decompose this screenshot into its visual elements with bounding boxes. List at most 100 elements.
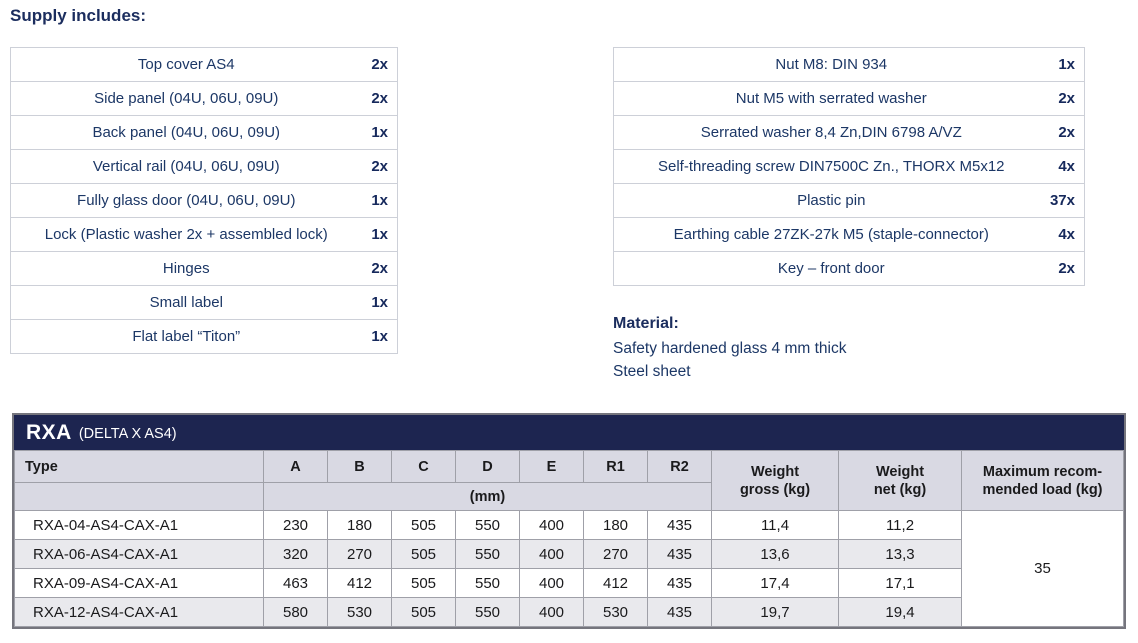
rxa-data-row: RXA-04-AS4-CAX-A1 230 180 505 550 400 180 435 11… xyxy=(14,510,1124,627)
supply-item-qty: 4x xyxy=(1042,217,1085,252)
rxa-table-container: RXA (DELTA X AS4) Type A B C D E R1 R2 W… xyxy=(12,413,1126,629)
supply-item-name: Fully glass door (04U, 06U, 09U) xyxy=(10,183,356,218)
supply-item-qty: 1x xyxy=(355,217,398,252)
supply-row: Self-threading screw DIN7500C Zn., THORX… xyxy=(613,149,1085,184)
cell-dim-c: 505 xyxy=(391,568,456,598)
rxa-data-row: RXA-06-AS4-CAX-A1 320 270 505 550 400 270 435 13… xyxy=(14,539,1124,569)
supply-item-name: Plastic pin xyxy=(613,183,1043,218)
supply-item-qty: 2x xyxy=(1042,115,1085,150)
cell-dim-r1: 412 xyxy=(583,568,648,598)
cell-weight-net: 11,2 xyxy=(838,510,962,540)
rxa-data-row: RXA-09-AS4-CAX-A1 463 412 505 550 400 412 435 17… xyxy=(14,568,1124,598)
cell-dim-a: 230 xyxy=(263,510,328,540)
page-title: Supply includes: xyxy=(10,6,147,25)
supply-item-name: Nut M8: DIN 934 xyxy=(613,47,1043,82)
supply-item-qty: 2x xyxy=(355,149,398,184)
supply-item-qty: 1x xyxy=(1042,47,1085,82)
supply-item-name: Side panel (04U, 06U, 09U) xyxy=(10,81,356,116)
supply-table-left: Top cover AS4 2x Side panel (04U, 06U, 09U… xyxy=(10,47,398,354)
supply-row: Key – front door 2x xyxy=(613,251,1085,286)
cell-dim-d: 550 xyxy=(455,597,520,627)
cell-dim-b: 412 xyxy=(327,568,392,598)
cell-dim-r1: 270 xyxy=(583,539,648,569)
supply-item-qty: 2x xyxy=(355,251,398,286)
supply-row: Fully glass door (04U, 06U, 09U) 1x xyxy=(10,183,398,218)
material-title: Material: xyxy=(613,315,679,332)
supply-table-right: Nut M8: DIN 934 1x Nut M5 with serrated wa… xyxy=(613,47,1085,286)
col-header-d: D xyxy=(455,450,520,483)
col-header-weight-net: Weight net (kg) xyxy=(838,450,962,511)
supply-item-name: Key – front door xyxy=(613,251,1043,286)
col-header-e: E xyxy=(519,450,584,483)
supply-item-name: Back panel (04U, 06U, 09U) xyxy=(10,115,356,150)
cell-dim-c: 505 xyxy=(391,539,456,569)
supply-item-name: Self-threading screw DIN7500C Zn., THORX… xyxy=(613,149,1043,184)
supply-row: Serrated washer 8,4 Zn,DIN 6798 A/VZ 2x xyxy=(613,115,1085,150)
supply-item-name: Lock (Plastic washer 2x + assembled lock… xyxy=(10,217,356,252)
supply-item-name: Flat label “Titon” xyxy=(10,319,356,354)
material-line: Steel sheet xyxy=(613,363,691,380)
supply-item-qty: 1x xyxy=(355,115,398,150)
cell-dim-b: 180 xyxy=(327,510,392,540)
rxa-series-subtitle: (DELTA X AS4) xyxy=(78,425,177,442)
cell-dim-r2: 435 xyxy=(647,510,712,540)
cell-type: RXA-09-AS4-CAX-A1 xyxy=(14,568,264,598)
supply-item-name: Small label xyxy=(10,285,356,320)
supply-row: Back panel (04U, 06U, 09U) 1x xyxy=(10,115,398,150)
col-header-weight-gross: Weight gross (kg) xyxy=(711,450,839,511)
cell-weight-gross: 19,7 xyxy=(711,597,839,627)
supply-item-qty: 2x xyxy=(355,47,398,82)
supply-item-name: Hinges xyxy=(10,251,356,286)
rxa-series-title: RXA xyxy=(26,420,72,444)
supply-item-qty: 2x xyxy=(1042,251,1085,286)
col-header-c: C xyxy=(391,450,456,483)
cell-type: RXA-04-AS4-CAX-A1 xyxy=(14,510,264,540)
cell-dim-a: 463 xyxy=(263,568,328,598)
cell-dim-r2: 435 xyxy=(647,539,712,569)
supply-item-name: Vertical rail (04U, 06U, 09U) xyxy=(10,149,356,184)
cell-weight-net: 19,4 xyxy=(838,597,962,627)
cell-weight-net: 13,3 xyxy=(838,539,962,569)
supply-row: Vertical rail (04U, 06U, 09U) 2x xyxy=(10,149,398,184)
supply-item-qty: 2x xyxy=(355,81,398,116)
supply-row: Flat label “Titon” 1x xyxy=(10,319,398,354)
supply-item-name: Top cover AS4 xyxy=(10,47,356,82)
supply-item-qty: 37x xyxy=(1042,183,1085,218)
cell-weight-gross: 17,4 xyxy=(711,568,839,598)
material-line: Safety hardened glass 4 mm thick xyxy=(613,340,847,357)
col-header-a: A xyxy=(263,450,328,483)
supply-row: Top cover AS4 2x xyxy=(10,47,398,82)
cell-dim-c: 505 xyxy=(391,597,456,627)
cell-dim-e: 400 xyxy=(519,539,584,569)
cell-dim-a: 580 xyxy=(263,597,328,627)
cell-dim-e: 400 xyxy=(519,568,584,598)
supply-row: Plastic pin 37x xyxy=(613,183,1085,218)
supply-row: Lock (Plastic washer 2x + assembled lock… xyxy=(10,217,398,252)
col-header-type: Type xyxy=(14,450,264,483)
cell-dim-e: 400 xyxy=(519,510,584,540)
supply-item-qty: 4x xyxy=(1042,149,1085,184)
cell-max-load: 35 xyxy=(961,510,1124,627)
cell-type: RXA-06-AS4-CAX-A1 xyxy=(14,539,264,569)
supply-item-qty: 1x xyxy=(355,183,398,218)
supply-row: Hinges 2x xyxy=(10,251,398,286)
cell-dim-r1: 180 xyxy=(583,510,648,540)
cell-type: RXA-12-AS4-CAX-A1 xyxy=(14,597,264,627)
supply-row: Earthing cable 27ZK-27k M5 (staple-conne… xyxy=(613,217,1085,252)
cell-weight-net: 17,1 xyxy=(838,568,962,598)
cell-weight-gross: 11,4 xyxy=(711,510,839,540)
rxa-header-row: Type A B C D E R1 R2 Weight gross (kg) We… xyxy=(14,450,1124,511)
supply-row: Nut M8: DIN 934 1x xyxy=(613,47,1085,82)
cell-dim-b: 270 xyxy=(327,539,392,569)
cell-dim-d: 550 xyxy=(455,510,520,540)
cell-dim-c: 505 xyxy=(391,510,456,540)
supply-row: Small label 1x xyxy=(10,285,398,320)
supply-item-qty: 1x xyxy=(355,319,398,354)
supply-item-name: Nut M5 with serrated washer xyxy=(613,81,1043,116)
cell-dim-a: 320 xyxy=(263,539,328,569)
material-section: Material: Safety hardened glass 4 mm thi… xyxy=(613,312,846,383)
unit-row-empty-cell xyxy=(14,482,264,511)
unit-label: (mm) xyxy=(263,482,712,511)
cell-dim-e: 400 xyxy=(519,597,584,627)
